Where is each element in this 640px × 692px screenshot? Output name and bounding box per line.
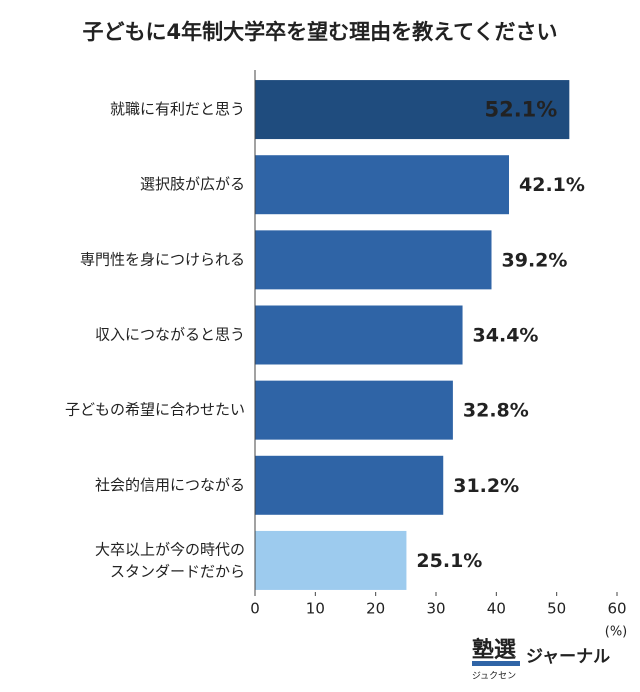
value-label: 32.8%: [463, 400, 529, 422]
value-label: 34.4%: [473, 325, 539, 347]
x-tick-label: 30: [426, 600, 445, 618]
bar: [255, 305, 463, 365]
bar: [255, 80, 570, 140]
logo-name: ジャーナル: [526, 647, 610, 667]
logo-bar: [472, 661, 520, 666]
value-label: 52.1%: [484, 98, 557, 122]
x-tick-label: 40: [487, 600, 506, 618]
value-label: 25.1%: [416, 550, 482, 572]
value-label: 31.2%: [453, 475, 519, 497]
x-tick-label: 50: [547, 600, 566, 618]
bar: [255, 455, 444, 515]
category-label: 大卒以上が今の時代のスタンダードだから: [95, 540, 245, 580]
bar: [255, 230, 492, 290]
bar: [255, 155, 510, 215]
category-label: 選択肢が広がる: [140, 175, 245, 193]
logo: 塾選 ジュクセン ジャーナル: [472, 637, 610, 682]
category-label: 収入につながると思う: [95, 326, 245, 344]
value-label: 42.1%: [519, 174, 585, 196]
value-label: 39.2%: [502, 249, 568, 271]
logo-sub: ジュクセン: [472, 671, 516, 682]
logo-main: 塾選: [472, 637, 516, 663]
x-axis-label: (%): [605, 625, 628, 640]
category-label: 子どもの希望に合わせたい: [65, 401, 245, 419]
x-tick-label: 20: [366, 600, 385, 618]
category-label: 就職に有利だと思う: [110, 100, 245, 118]
bar: [255, 380, 453, 440]
category-label: 社会的信用につながる: [95, 476, 245, 494]
x-tick-label: 0: [250, 600, 260, 618]
x-tick-label: 60: [607, 600, 626, 618]
bar: [255, 530, 407, 590]
category-label: 専門性を身につけられる: [80, 250, 245, 268]
chart-title: 子どもに4年制大学卒を望む理由を教えてください: [83, 20, 558, 44]
x-tick-label: 10: [306, 600, 325, 618]
